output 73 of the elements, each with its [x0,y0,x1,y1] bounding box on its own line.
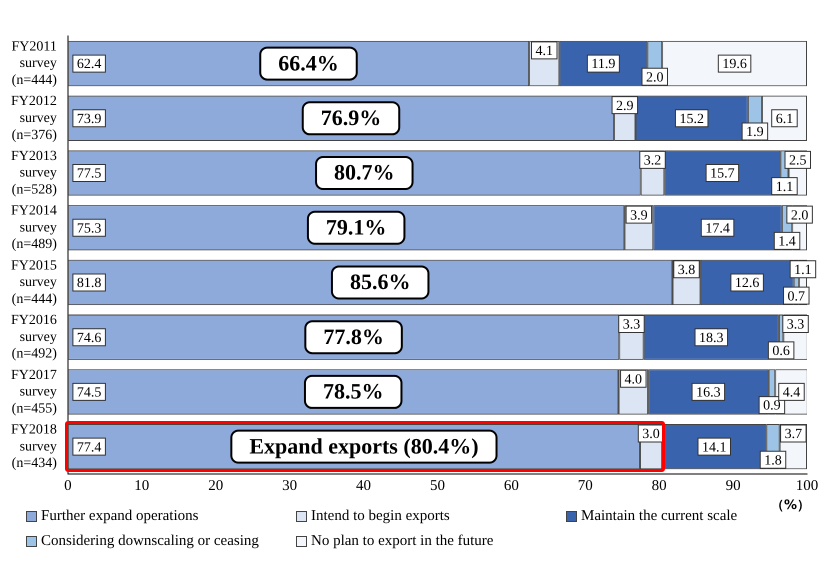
data-label: 77.4 [76,440,102,456]
x-tick-label: 50 [430,478,445,494]
data-label: 15.2 [679,112,704,127]
legend-label: Intend to begin exports [311,508,450,525]
data-label: 4.0 [624,372,642,388]
text: Further expand operations [41,508,198,525]
x-tick-label: 30 [282,478,298,494]
x-tick-label: 90 [726,478,741,494]
data-label: 0.9 [763,398,781,414]
data-label: 0.7 [788,289,806,304]
data-label: 3.2 [644,154,662,169]
x-axis-title: （%） [770,497,812,514]
annotation: 85.6% [350,269,410,294]
data-label: 3.3 [622,318,640,333]
data-label: 81.8 [76,276,102,292]
x-tick-label: 10 [134,478,150,494]
data-label: 1.8 [764,453,782,468]
data-label: 12.6 [734,276,760,292]
data-label: 1.1 [776,180,794,195]
data-label: 3.8 [678,262,696,278]
y-tick-label: FY2011 survey (n=444) [12,39,58,88]
x-tick-label: 0 [64,478,72,494]
data-label: 74.6 [76,330,102,346]
x-tick-label: 70 [578,478,593,494]
legend-label: Maintain the current scale [581,508,738,525]
data-label: 3.0 [642,427,660,442]
data-label: 17.4 [705,221,730,236]
y-tick-label: FY2013 survey (n=528) [10,148,58,198]
y-tick-label: FY2017 survey (n=455) [10,368,58,416]
data-label: 75.3 [76,221,102,236]
data-label: 2.0 [790,208,808,224]
y-tick-label: FY2015 survey (n=444) [10,258,58,307]
data-label: 73.9 [76,112,102,127]
data-label: 3.7 [784,427,802,442]
data-label: 2.5 [789,154,807,169]
x-tick-label: 40 [356,478,372,494]
data-label: 14.1 [702,440,726,456]
data-label: 19.6 [722,57,747,72]
legend-label: No plan to export in the future [311,533,494,550]
annotation: Expand exports (80.4%) [249,433,479,458]
x-tick-label: 60 [504,478,519,494]
data-label: 11.9 [591,57,616,72]
data-label: 6.1 [776,112,794,127]
annotation: 79.1% [326,214,386,240]
annotation: 78.5% [322,378,384,404]
y-tick-label: FY2012 survey (n=376) [10,94,58,143]
data-label: 15.7 [710,166,735,182]
data-label: 1.1 [794,262,812,278]
x-tick-label: 20 [208,478,224,494]
data-label: 1.9 [746,125,764,140]
annotation: 77.8% [323,324,384,349]
data-label: 16.3 [696,386,721,401]
data-label: 74.5 [76,386,102,401]
data-label: 4.1 [536,44,553,60]
annotation: 76.9% [320,104,382,130]
x-tick-label: 80 [652,478,667,494]
data-label: 4.4 [782,386,800,401]
annotation: 80.7% [334,160,395,185]
data-label: 2.9 [616,98,634,114]
annotation: 66.4% [278,50,339,76]
data-label: 18.3 [699,330,724,346]
y-tick-label: FY2018 survey (n=434) [10,422,58,472]
data-label: 62.4 [76,57,102,72]
data-label: 3.3 [786,318,804,333]
legend-label: Considering downscaling or ceasing [41,533,259,550]
data-label: 77.5 [76,166,102,182]
x-tick-label: 100 [796,478,818,494]
data-label: 0.6 [772,344,790,360]
y-tick-label: FY2016 survey (n=492) [10,313,58,362]
data-label: 3.9 [630,208,648,224]
data-label: 1.4 [778,234,796,250]
data-label: 2.0 [646,70,664,86]
y-tick-label: FY2014 survey (n=489) [10,204,58,252]
